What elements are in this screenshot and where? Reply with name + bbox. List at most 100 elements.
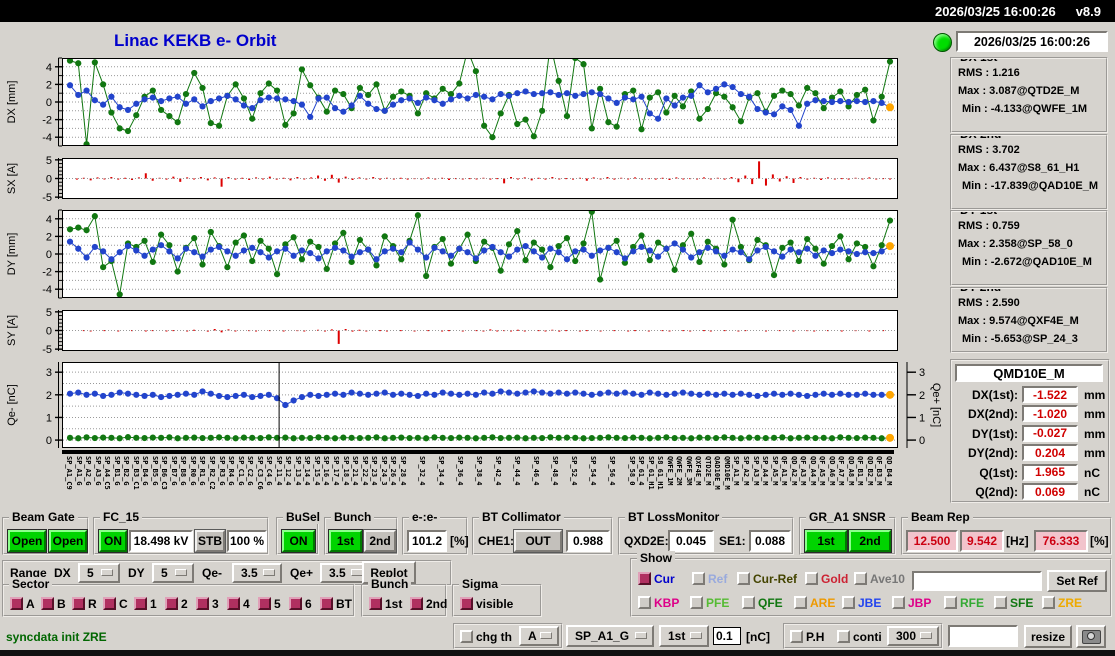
- group-bt-lossmonitor: BT LossMonitor QXD2E: 0.045 SE1: 0.088: [618, 510, 794, 555]
- sector-checkbox-2[interactable]: [165, 597, 178, 610]
- bpm-label: SP_B4_G: [141, 456, 150, 486]
- group-busel: BuSel ON: [276, 510, 324, 555]
- bpm-label: SP_C4_G: [265, 456, 274, 486]
- bpm-label: QTD2E_M: [703, 456, 712, 486]
- sector-checkbox-3[interactable]: [196, 597, 209, 610]
- sector-label-3: 3: [212, 597, 219, 611]
- bpm-label: SP_A1_G: [74, 456, 83, 486]
- ph-checkbox[interactable]: [790, 630, 803, 643]
- conti-checkbox[interactable]: [837, 630, 850, 643]
- show-checkbox-sfe[interactable]: [994, 596, 1007, 609]
- show-checkbox-pfe[interactable]: [690, 596, 703, 609]
- ph-conti-frame: P.H conti 300: [783, 623, 943, 649]
- range-dy-select[interactable]: 5: [152, 563, 194, 583]
- stat-min: Min : -17.839@QAD10E_M: [962, 180, 1099, 192]
- bpm-label: SP_12_4: [284, 456, 293, 486]
- group-bunch: Bunch 1st 2nd: [324, 510, 398, 555]
- plot-dy: 4 2 0 -2 -4 DY [mm]: [0, 209, 935, 299]
- bpm-label: S8_61_H1: [656, 456, 665, 490]
- che1-out-button[interactable]: OUT: [514, 530, 562, 552]
- threshold-input[interactable]: [713, 627, 741, 645]
- qmd-row-unit: mm: [1084, 446, 1106, 461]
- show-label-ave10: Ave10: [870, 572, 905, 586]
- show-checkbox-cur-ref[interactable]: [737, 572, 750, 585]
- group-bt-collimator-title: BT Collimator: [479, 510, 564, 524]
- show-checkbox-ref[interactable]: [692, 572, 705, 585]
- bunch-number-select[interactable]: 1st: [659, 625, 709, 647]
- svg-text:Qe+ [nC]: Qe+ [nC]: [930, 383, 942, 427]
- show-label-jbp: JBP: [908, 596, 932, 610]
- sector-checkbox-a[interactable]: [10, 597, 23, 610]
- set-ref-button[interactable]: Set Ref: [1047, 570, 1107, 592]
- bpm-label: SP_23_4: [370, 456, 379, 486]
- sector-checkbox-6[interactable]: [289, 597, 302, 610]
- gr-a1-1st-button[interactable]: 1st: [805, 530, 847, 552]
- screenshot-button[interactable]: [1076, 625, 1106, 648]
- sector-checkbox-r[interactable]: [72, 597, 85, 610]
- bunch-checkbox-2nd[interactable]: [410, 597, 423, 610]
- points-select[interactable]: 300: [887, 626, 939, 646]
- sector-checkbox-4[interactable]: [227, 597, 240, 610]
- beam-gate-open-2[interactable]: Open: [49, 530, 87, 552]
- show-label-are: ARE: [810, 596, 836, 610]
- stat-rms: RMS : 3.702: [958, 144, 1020, 156]
- range-dx-select[interactable]: 5: [78, 563, 120, 583]
- sector-label-5: 5: [274, 597, 281, 611]
- group-ee-title: e-:e-: [409, 510, 441, 524]
- stats-box-dy-2nd: DY 2nd RMS : 2.590 Max : 9.574@QXF4E_M Min …: [950, 287, 1108, 353]
- show-checkbox-are[interactable]: [794, 596, 807, 609]
- qmd-row-label: DY(1st):: [971, 426, 1018, 441]
- ref-name-input[interactable]: [912, 571, 1042, 591]
- bunch-label-1st: 1st: [385, 597, 403, 611]
- chg-th-select-indicator: [540, 632, 552, 639]
- sector-checkbox-c[interactable]: [103, 597, 116, 610]
- svg-text:DY [mm]: DY [mm]: [6, 233, 18, 276]
- gr-a1-2nd-button[interactable]: 2nd: [849, 530, 891, 552]
- sp-select[interactable]: SP_A1_G: [566, 625, 654, 647]
- stat-rms: RMS : 1.216: [958, 67, 1020, 79]
- busel-on-button[interactable]: ON: [282, 530, 315, 552]
- beam-rep-value-1: 12.500: [906, 530, 958, 552]
- chg-th-select[interactable]: A: [519, 626, 559, 646]
- bpm-label: SP_B3_C1: [131, 456, 140, 490]
- sector-checkbox-1[interactable]: [134, 597, 147, 610]
- chg-th-label: chg th: [476, 630, 512, 644]
- extra-input[interactable]: [948, 625, 1018, 647]
- chg-th-checkbox[interactable]: [460, 630, 473, 643]
- svg-text:DX [mm]: DX [mm]: [6, 81, 18, 124]
- show-checkbox-qfe[interactable]: [742, 596, 755, 609]
- show-checkbox-jbe[interactable]: [842, 596, 855, 609]
- range-qem-select[interactable]: 3.5: [232, 563, 282, 583]
- status-led: [933, 33, 952, 52]
- fc15-on-button[interactable]: ON: [99, 530, 127, 552]
- show-checkbox-rfe[interactable]: [944, 596, 957, 609]
- bpm-label: SP_A4_M: [761, 456, 770, 486]
- bunch-2nd-button[interactable]: 2nd: [364, 530, 396, 552]
- sector-checkbox-bt[interactable]: [320, 597, 333, 610]
- bunch-checkbox-1st[interactable]: [369, 597, 382, 610]
- show-checkbox-ave10[interactable]: [854, 572, 867, 585]
- show-checkbox-cur[interactable]: [638, 572, 651, 585]
- resize-button[interactable]: resize: [1024, 625, 1072, 648]
- bpm-label: SP_13_4: [293, 456, 302, 486]
- show-checkbox-kbp[interactable]: [638, 596, 651, 609]
- show-checkbox-zre[interactable]: [1042, 596, 1055, 609]
- svg-text:-2: -2: [42, 115, 52, 127]
- bunch-1st-button[interactable]: 1st: [329, 530, 362, 552]
- qmd-row-unit: mm: [1084, 426, 1106, 441]
- qmd-row-value: 0.069: [1022, 483, 1078, 500]
- sigma-visible-checkbox[interactable]: [460, 597, 473, 610]
- show-checkbox-gold[interactable]: [805, 572, 818, 585]
- ee-ratio-value: 101.2: [407, 530, 447, 552]
- beam-gate-open-1[interactable]: Open: [8, 530, 46, 552]
- fc15-stb-button[interactable]: STB: [195, 530, 225, 552]
- sector-checkbox-5[interactable]: [258, 597, 271, 610]
- stat-min: Min : -5.653@SP_24_3: [962, 333, 1078, 345]
- show-checkbox-jbp[interactable]: [892, 596, 905, 609]
- sector-checkbox-b[interactable]: [41, 597, 54, 610]
- bpm-label: SP_A2_G: [84, 456, 93, 486]
- stat-max: Max : 2.358@SP_58_0: [958, 238, 1073, 250]
- bpm-label: SP_R3_G: [217, 456, 226, 486]
- bpm-name-axis: SP_A1_C9 SP_A1_G SP_A2_G SP_A3_G SP_A4_C5 SP_…: [62, 450, 897, 512]
- group-beam-gate: Beam Gate Open Open: [2, 510, 89, 555]
